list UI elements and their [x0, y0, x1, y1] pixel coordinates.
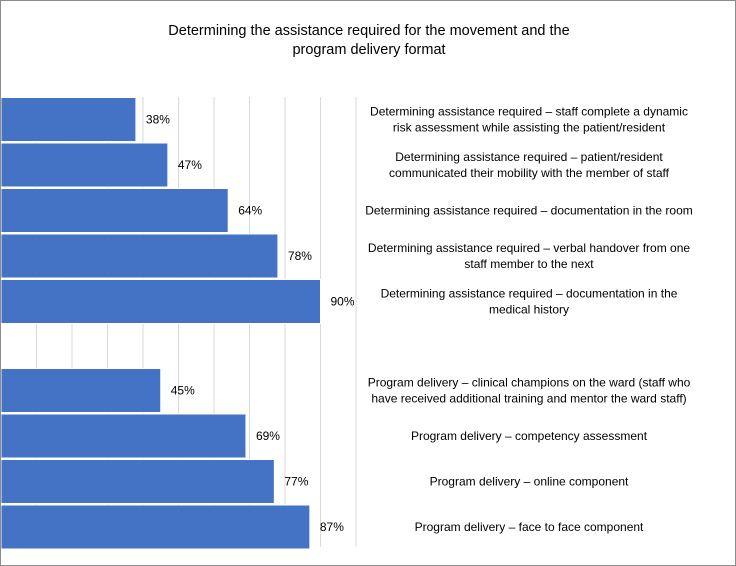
category-label: Program delivery – face to face componen…: [415, 520, 644, 534]
bar: [1, 368, 162, 413]
category-label: Program delivery – clinical champions on…: [368, 376, 691, 406]
data-label: 64%: [238, 204, 262, 218]
category-label: Program delivery – online component: [430, 475, 629, 489]
chart-title-line-1: Determining the assistance required for …: [168, 23, 569, 39]
data-label: 69%: [256, 429, 280, 443]
chart-title: Determining the assistance required for …: [168, 23, 569, 58]
bars: [1, 97, 321, 550]
bar: [1, 97, 137, 142]
category-label: Determining assistance required – staff …: [370, 105, 688, 135]
data-label: 87%: [320, 520, 344, 534]
data-label: 78%: [288, 249, 312, 263]
data-label: 38%: [146, 113, 170, 127]
bar: [1, 279, 321, 324]
category-labels: Determining assistance required – staff …: [365, 105, 693, 535]
bar: [1, 459, 275, 504]
data-label: 45%: [171, 384, 195, 398]
bar: [1, 233, 279, 279]
data-label: 77%: [284, 475, 308, 489]
chart-title-line-2: program delivery format: [292, 42, 445, 58]
data-labels: 38% 47% 64% 78% 90% 45% 69% 77% 87%: [146, 113, 355, 535]
bar: [1, 413, 247, 459]
category-label: Determining assistance required – verbal…: [368, 241, 690, 271]
data-label: 90%: [331, 295, 355, 309]
category-label: Program delivery – competency assessment: [411, 429, 648, 443]
bar: [1, 142, 169, 188]
bar: [1, 504, 311, 550]
category-label: Determining assistance required – docume…: [381, 287, 678, 317]
category-label: Determining assistance required – patien…: [389, 150, 670, 180]
bar: [1, 188, 229, 233]
data-label: 47%: [178, 158, 202, 172]
category-label: Determining assistance required – docume…: [365, 204, 693, 218]
